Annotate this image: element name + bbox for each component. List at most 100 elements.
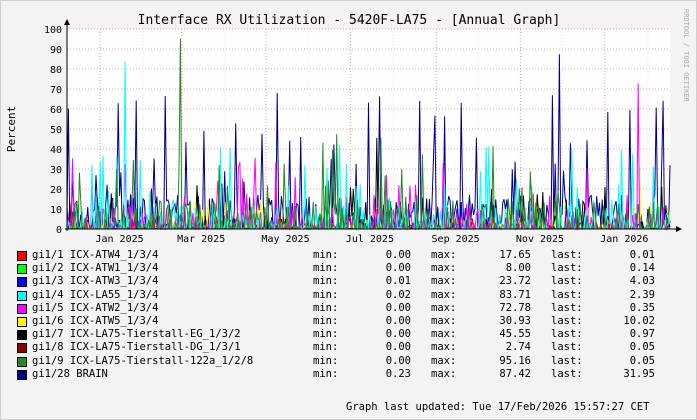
y-tick-label: 40: [50, 145, 62, 156]
legend-last-label: last:: [551, 328, 583, 341]
x-tick-label: May 2025: [261, 234, 309, 245]
x-tick-label: Sep 2025: [432, 234, 480, 245]
legend-min-label: min:: [313, 249, 339, 261]
legend-last-label: last:: [551, 288, 583, 301]
legend-min-value: 0.01: [385, 275, 411, 288]
legend-min-value: 0.00: [385, 301, 411, 314]
legend-min-label: min:: [313, 354, 339, 367]
legend-max-value: 72.78: [499, 301, 531, 314]
legend-max-value: 8.00: [505, 262, 531, 275]
legend-last-value: 0.05: [629, 341, 655, 354]
y-tick-label: 80: [50, 65, 62, 76]
legend-last-value: 10.02: [623, 315, 655, 327]
legend-last-label: last:: [551, 301, 583, 314]
legend-min-value: 0.00: [385, 328, 411, 341]
x-tick-labels: Jan 2025 Mar 2025 May 2025 Jul 2025 Sep 2025…: [95, 234, 648, 245]
legend-series-name: gi1/4 ICX-LA55_1/3/4: [32, 288, 159, 301]
x-axis-arrow: [676, 226, 682, 232]
legend-series-name: gi1/2 ICX-ATW1_1/3/4: [32, 262, 159, 275]
x-tick-label: Mar 2025: [177, 234, 225, 245]
legend-max-value: 30.93: [499, 315, 531, 327]
legend-swatch: [17, 303, 27, 314]
legend-min-value: 0.00: [385, 249, 411, 261]
legend-series-name: gi1/7 ICX-LA75-Tierstall-EG_1/3/2: [32, 328, 241, 341]
y-axis-label: Percent: [5, 106, 18, 152]
legend-max-label: max:: [431, 315, 457, 327]
legend-min-label: min:: [313, 367, 339, 380]
legend-max-value: 95.16: [499, 354, 531, 367]
legend-min-label: min:: [313, 301, 339, 314]
legend-last-value: 0.35: [629, 301, 655, 314]
legend-last-label: last:: [551, 367, 583, 380]
legend-min-label: min:: [313, 341, 339, 354]
legend-last-label: last:: [551, 341, 583, 354]
legend-series-name: gi1/28 BRAIN: [32, 367, 108, 380]
legend-last-value: 2.39: [629, 288, 655, 301]
legend-max-value: 17.65: [499, 249, 531, 261]
legend-last-value: 4.03: [629, 275, 655, 288]
legend-min-label: min:: [313, 328, 339, 341]
x-tick-label: Nov 2025: [516, 234, 564, 245]
legend-max-label: max:: [431, 249, 457, 261]
legend-max-label: max:: [431, 341, 457, 354]
legend-swatch: [17, 317, 27, 327]
legend-last-label: last:: [551, 249, 583, 261]
series-line: [66, 54, 671, 228]
legend-min-label: min:: [313, 275, 339, 288]
legend-swatch: [17, 356, 27, 367]
legend-max-label: max:: [431, 301, 457, 314]
y-axis-arrow: [64, 19, 70, 25]
legend-series-name: gi1/8 ICX-LA75-Tierstall-DG_1/3/1: [32, 341, 241, 354]
legend-last-value: 31.95: [623, 367, 655, 380]
legend-series-name: gi1/1 ICX-ATW4_1/3/4: [32, 249, 159, 261]
y-tick-label: 0: [56, 225, 62, 236]
legend-max-value: 23.72: [499, 275, 531, 288]
legend-last-label: last:: [551, 275, 583, 288]
legend-swatch: [17, 369, 27, 380]
utilization-chart: Interface RX Utilization - 5420F-LA75 - …: [5, 9, 690, 245]
last-updated: Graph last updated: Tue 17/Feb/2026 15:5…: [346, 401, 650, 413]
legend-min-value: 0.00: [385, 341, 411, 354]
legend-min-value: 0.23: [385, 367, 411, 380]
legend-last-value: 0.05: [629, 354, 655, 367]
y-tick-label: 20: [50, 185, 62, 196]
y-tick-label: 50: [50, 125, 62, 136]
rrdtool-watermark: RRDTOOL / TOBI OETIKER: [682, 9, 690, 103]
legend-swatch: [17, 343, 27, 354]
legend-max-value: 45.55: [499, 328, 531, 341]
x-tick-label: Jan 2025: [95, 234, 143, 245]
legend-max-label: max:: [431, 262, 457, 275]
legend-series-name: gi1/5 ICX-ATW2_1/3/4: [32, 301, 159, 314]
legend-last-value: 0.01: [629, 249, 655, 261]
chart-title: Interface RX Utilization - 5420F-LA75 - …: [138, 13, 561, 28]
legend-series-name: gi1/3 ICX-ATW3_1/3/4: [32, 275, 159, 288]
legend-last-label: last:: [551, 354, 583, 367]
legend-max-label: max:: [431, 354, 457, 367]
legend-min-label: min:: [313, 315, 339, 327]
legend-min-value: 0.00: [385, 354, 411, 367]
legend-min-value: 0.00: [385, 262, 411, 275]
x-tick-label: Jul 2025: [346, 234, 394, 245]
legend-min-label: min:: [313, 262, 339, 275]
legend-series-name: gi1/9 ICX-LA75-Tierstall-122a_1/2/8: [32, 354, 254, 367]
legend-series-name: gi1/6 ICX-ATW5_1/3/4: [32, 315, 159, 327]
y-tick-label: 30: [50, 165, 62, 176]
legend-last-value: 0.14: [629, 262, 655, 275]
y-tick-label: 10: [50, 205, 62, 216]
legend-swatch: [17, 290, 27, 301]
legend-max-label: max:: [431, 367, 457, 380]
legend-max-value: 2.74: [505, 341, 531, 354]
y-tick-label: 60: [50, 105, 62, 116]
legend-max-value: 83.71: [499, 288, 531, 301]
legend-min-label: min:: [313, 288, 339, 301]
y-tick-label: 90: [50, 45, 62, 56]
y-tick-label: 100: [44, 25, 62, 36]
legend-max-label: max:: [431, 328, 457, 341]
legend-min-value: 0.02: [385, 288, 411, 301]
grid-lines: [67, 28, 670, 229]
legend-max-label: max:: [431, 288, 457, 301]
legend-swatch: [17, 330, 27, 341]
y-tick-labels: 0 10 20 30 40 50 60 70 80 90 100: [44, 25, 62, 236]
legend-max-label: max:: [431, 275, 457, 288]
